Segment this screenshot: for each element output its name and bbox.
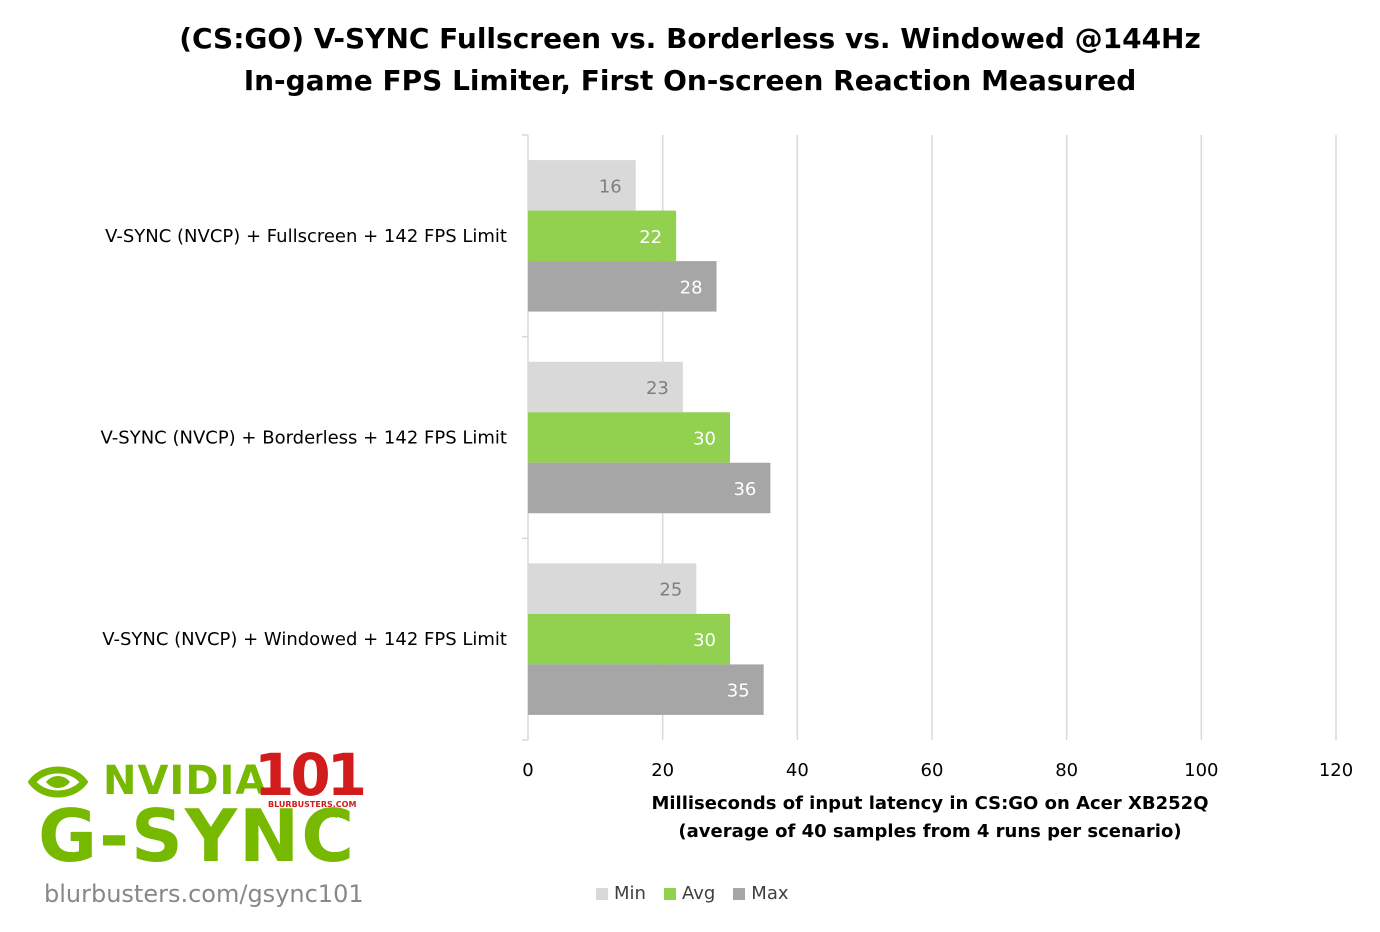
x-tick-label: 60 <box>921 760 944 781</box>
bar-data-label: 22 <box>639 227 662 248</box>
x-tick-label: 20 <box>651 760 674 781</box>
nvidia-gsync-101-logo: NVIDIA 101 BLURBUSTERS.COM G-SYNC TM blu… <box>28 741 368 918</box>
legend-item-max: Max <box>733 883 789 904</box>
chart-subtitle: In-game FPS Limiter, First On-screen Rea… <box>243 64 1137 97</box>
badge-site: BLURBUSTERS.COM <box>268 800 357 809</box>
bar-min <box>528 361 683 413</box>
category-label: V-SYNC (NVCP) + Borderless + 142 FPS Lim… <box>101 428 507 449</box>
category-label: V-SYNC (NVCP) + Windowed + 142 FPS Limit <box>102 629 507 650</box>
bar-max <box>528 462 771 514</box>
bar-data-label: 35 <box>727 681 750 702</box>
bar-data-label: 25 <box>659 580 682 601</box>
x-tick-label: 100 <box>1184 760 1218 781</box>
legend-label-max: Max <box>751 883 789 904</box>
logo-url: blurbusters.com/gsync101 <box>44 880 364 908</box>
legend: Min Avg Max <box>596 883 789 904</box>
trademark: TM <box>333 810 348 821</box>
legend-label-min: Min <box>614 883 646 904</box>
bar-avg <box>528 412 730 463</box>
legend-swatch-avg <box>663 887 676 900</box>
legend-item-avg: Avg <box>663 883 716 904</box>
bar-data-label: 30 <box>693 429 716 450</box>
legend-label-avg: Avg <box>681 883 716 904</box>
bar-data-label: 36 <box>733 479 756 500</box>
bar-data-label: 23 <box>646 378 669 399</box>
x-axis-subtitle: (average of 40 samples from 4 runs per s… <box>678 821 1182 842</box>
bar-min <box>528 563 697 614</box>
nvidia-wordmark: NVIDIA <box>103 758 268 804</box>
legend-swatch-max <box>733 887 746 900</box>
legend-item-min: Min <box>596 883 646 904</box>
x-tick-label: 120 <box>1319 760 1353 781</box>
category-label: V-SYNC (NVCP) + Fullscreen + 142 FPS Lim… <box>105 226 507 247</box>
bar-max <box>528 261 717 312</box>
gsync-wordmark: G-SYNC <box>38 794 357 878</box>
x-tick-label: 40 <box>786 760 809 781</box>
bar-max <box>528 664 764 715</box>
bar-avg <box>528 613 730 665</box>
chart-title: (CS:GO) V-SYNC Fullscreen vs. Borderless… <box>179 22 1201 55</box>
nvidia-eye-icon <box>28 766 88 798</box>
bar-avg <box>528 210 677 262</box>
x-axis-title: Milliseconds of input latency in CS:GO o… <box>651 793 1209 814</box>
x-tick-label: 0 <box>522 760 533 781</box>
legend-swatch-min <box>596 887 608 900</box>
x-tick-label: 80 <box>1055 760 1078 781</box>
bar-data-label: 30 <box>693 630 716 651</box>
bar-min <box>528 160 636 211</box>
badge-101: 101 <box>254 741 367 809</box>
bar-data-label: 16 <box>599 176 622 197</box>
bar-data-label: 28 <box>680 277 703 298</box>
